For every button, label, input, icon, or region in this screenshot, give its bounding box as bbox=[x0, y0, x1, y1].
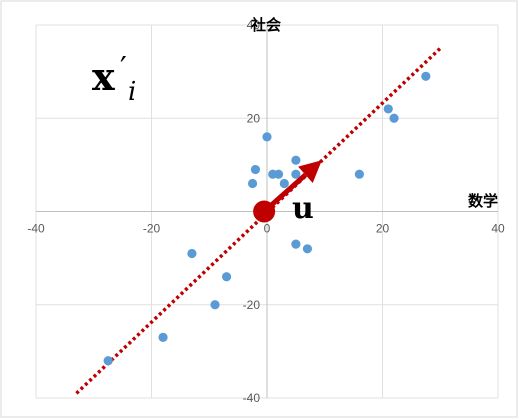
annotation-x: x bbox=[92, 54, 115, 99]
x-tick-label: -20 bbox=[143, 222, 161, 236]
data-point bbox=[291, 169, 301, 179]
data-point bbox=[302, 244, 313, 254]
x-tick-label: -40 bbox=[27, 222, 45, 236]
data-point bbox=[103, 356, 113, 366]
y-axis-label: 社会 bbox=[250, 16, 281, 34]
data-points bbox=[103, 71, 431, 366]
data-point bbox=[421, 71, 431, 81]
vector-u-arrow bbox=[253, 160, 322, 223]
x-tick-label: 0 bbox=[264, 222, 271, 236]
data-point bbox=[250, 164, 261, 175]
y-tick-label: -40 bbox=[243, 391, 261, 405]
annotation-prime: ′ bbox=[120, 51, 127, 86]
vector-u-head bbox=[298, 160, 322, 184]
x-tick-label: 40 bbox=[491, 222, 505, 236]
data-point bbox=[262, 132, 272, 142]
data-point bbox=[354, 169, 364, 179]
data-point bbox=[158, 332, 168, 342]
data-point bbox=[187, 248, 197, 259]
annotation-subscript-i: i bbox=[128, 77, 136, 107]
x-axis-label: 数学 bbox=[468, 192, 498, 210]
data-point bbox=[273, 169, 284, 179]
y-tick-label: -20 bbox=[243, 298, 261, 312]
data-point bbox=[383, 104, 393, 114]
data-point bbox=[247, 178, 258, 189]
data-point bbox=[389, 113, 399, 123]
vector-u-origin-dot bbox=[253, 200, 276, 223]
data-point bbox=[291, 239, 301, 249]
data-point bbox=[221, 272, 232, 282]
x-tick-label: 20 bbox=[376, 222, 390, 236]
vector-u-label: u bbox=[292, 191, 314, 226]
data-point bbox=[279, 178, 289, 189]
data-point bbox=[210, 300, 220, 310]
y-tick-label: 20 bbox=[247, 111, 261, 125]
y-tick-label: 40 bbox=[247, 18, 261, 32]
x-prime-i-annotation: x ′ i bbox=[92, 51, 136, 107]
data-point bbox=[291, 155, 301, 165]
